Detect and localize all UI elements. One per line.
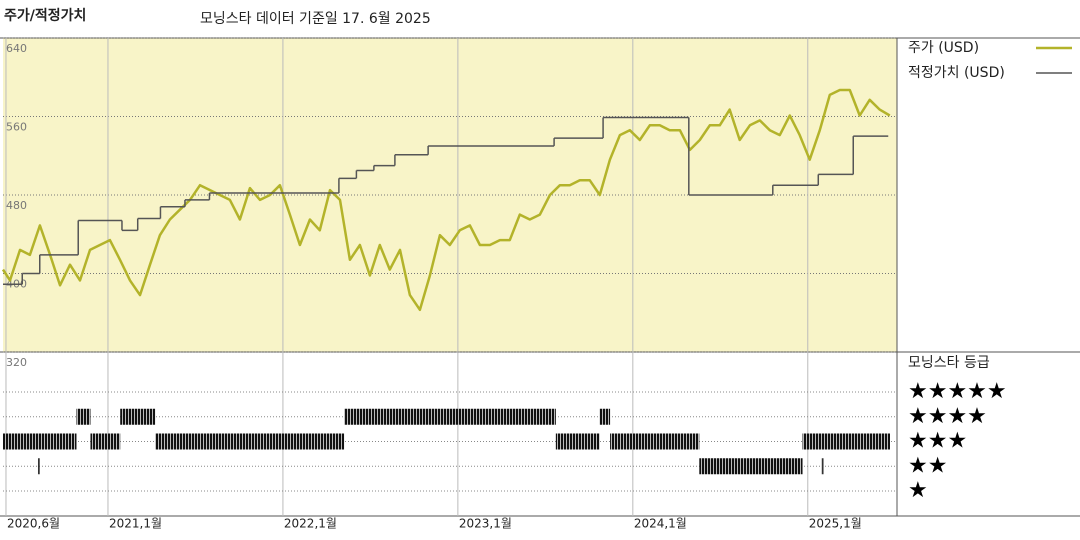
y-tick-label: 480 [6,199,27,212]
x-tick-label: 2023,1월 [459,517,512,531]
rating-label: ★★★★ [908,404,987,429]
x-tick-label: 2021,1월 [109,517,162,531]
rating-bar [155,433,345,450]
rating-bar [90,433,121,450]
rating-bar [120,408,156,425]
legend-label: 주가 (USD) [908,40,979,56]
y-tick-label: 560 [6,121,27,134]
plot [1,88,891,475]
x-tick-label: 2020,6월 [7,517,60,531]
rating-bar [610,433,700,450]
rating-bar [821,458,824,475]
x-tick-label: 2022,1월 [284,517,337,531]
x-tick-label: 2025,1월 [809,517,862,531]
legend-label: 적정가치 (USD) [908,65,1005,81]
rating-bar [3,433,77,450]
y-tick-label: 320 [6,356,27,369]
rating-label: ★★★★★ [908,379,1007,404]
x-tick-label: 2024,1월 [634,517,687,531]
y-tick-label: 640 [6,42,27,55]
rating-label: ★★★ [908,429,967,454]
rating-label: ★ [908,478,928,503]
rating-bar [344,408,556,425]
rating-title: 모닝스타 등급 [908,355,990,371]
rating-bar [555,433,600,450]
chart-title: 주가/적정가치 [4,7,86,24]
chart-subtitle: 모닝스타 데이터 기준일 17. 6월 2025 [200,11,431,27]
rating-bar [76,408,91,425]
price-line [1,88,891,312]
rating-bar [37,458,40,475]
rating-bar [599,408,611,425]
rating-bar [802,433,891,450]
rating-bar [699,458,803,475]
rating-label: ★★ [908,453,947,478]
